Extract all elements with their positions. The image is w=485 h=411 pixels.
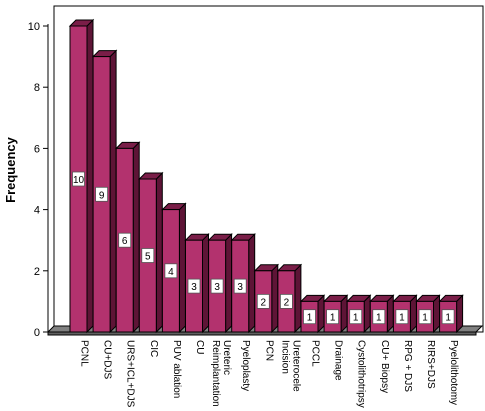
data-label: 6 bbox=[122, 236, 128, 247]
data-label-box bbox=[164, 263, 178, 279]
category-label: CU+ Biopsy bbox=[379, 340, 390, 393]
category-label: PCCL bbox=[310, 340, 321, 367]
category-label: Cystolithotripsy bbox=[356, 340, 367, 408]
category-label: URS+ICL+DJS bbox=[125, 340, 136, 408]
data-label-box bbox=[372, 309, 386, 325]
data-label-box bbox=[95, 186, 108, 202]
data-label: 3 bbox=[191, 282, 197, 293]
data-label: 10 bbox=[73, 175, 85, 186]
category-label: RPG + DJS bbox=[402, 340, 413, 392]
data-label: 2 bbox=[284, 297, 290, 308]
data-label-box bbox=[395, 309, 409, 325]
bar-side bbox=[202, 232, 209, 334]
data-label: 1 bbox=[307, 313, 313, 324]
data-label-box bbox=[256, 293, 270, 309]
data-label: 1 bbox=[330, 313, 336, 324]
bar-side bbox=[248, 232, 256, 334]
data-label: 3 bbox=[214, 282, 220, 293]
bar-side bbox=[294, 263, 302, 334]
category-label: CU bbox=[194, 340, 205, 354]
bar-side bbox=[271, 263, 279, 334]
data-label-box bbox=[187, 278, 201, 294]
y-tick-label: 0 bbox=[34, 327, 40, 339]
data-label-box bbox=[303, 309, 316, 325]
category-label: Pyelolithotomy bbox=[448, 340, 459, 405]
bar-side bbox=[178, 202, 186, 334]
data-label-box bbox=[72, 171, 85, 187]
y-axis-title: Frequency bbox=[3, 136, 18, 203]
bar-side bbox=[86, 18, 94, 334]
bar-side bbox=[132, 141, 140, 334]
category-label: PCN bbox=[263, 340, 274, 361]
bar-side bbox=[109, 49, 117, 334]
category-label: CU+DJS bbox=[102, 340, 113, 380]
data-label: 1 bbox=[422, 313, 428, 324]
category-label: Drainage bbox=[333, 340, 344, 381]
data-label: 2 bbox=[261, 297, 267, 308]
data-label: 4 bbox=[168, 267, 174, 278]
data-label: 3 bbox=[237, 282, 243, 293]
data-label: 1 bbox=[376, 313, 382, 324]
data-label-box bbox=[210, 278, 224, 294]
data-label-box bbox=[233, 278, 247, 294]
data-label-box bbox=[418, 309, 432, 325]
bar-side bbox=[155, 171, 163, 334]
category-label: Pyeloplasty bbox=[240, 340, 251, 391]
y-tick-label: 6 bbox=[34, 143, 40, 155]
data-label-box bbox=[349, 309, 363, 325]
category-label: UretericReimplantation bbox=[210, 340, 232, 407]
data-label-box bbox=[441, 309, 455, 325]
data-label: 1 bbox=[445, 313, 451, 324]
bars-group: 10 9 6 5 4 3 3 3 2 2 1 1 1 1 1 1 1 bbox=[68, 18, 464, 334]
data-label-box bbox=[279, 293, 293, 309]
category-label: RIRS+DJS bbox=[425, 340, 436, 389]
data-label-box bbox=[141, 248, 155, 263]
category-label: CIC bbox=[148, 340, 159, 357]
data-label-box bbox=[326, 309, 340, 325]
y-tick-label: 8 bbox=[34, 82, 40, 94]
category-label: UreteroceleIncision bbox=[279, 340, 301, 392]
bar-side bbox=[225, 232, 233, 334]
y-tick-label: 2 bbox=[34, 266, 40, 278]
data-label: 1 bbox=[399, 313, 405, 324]
data-label: 5 bbox=[145, 252, 151, 263]
y-tick-label: 4 bbox=[34, 205, 40, 217]
x-axis-labels: PCNL CU+DJS URS+ICL+DJS CIC PUV ablation CU Ur… bbox=[79, 340, 460, 408]
data-label: 9 bbox=[99, 190, 105, 201]
data-label-box bbox=[118, 232, 132, 248]
y-axis: 0 2 4 6 8 10 bbox=[28, 21, 49, 339]
category-label: PCNL bbox=[79, 340, 90, 367]
y-tick-label: 10 bbox=[28, 21, 40, 33]
category-label: PUV ablation bbox=[171, 340, 182, 398]
data-label: 1 bbox=[353, 313, 359, 324]
